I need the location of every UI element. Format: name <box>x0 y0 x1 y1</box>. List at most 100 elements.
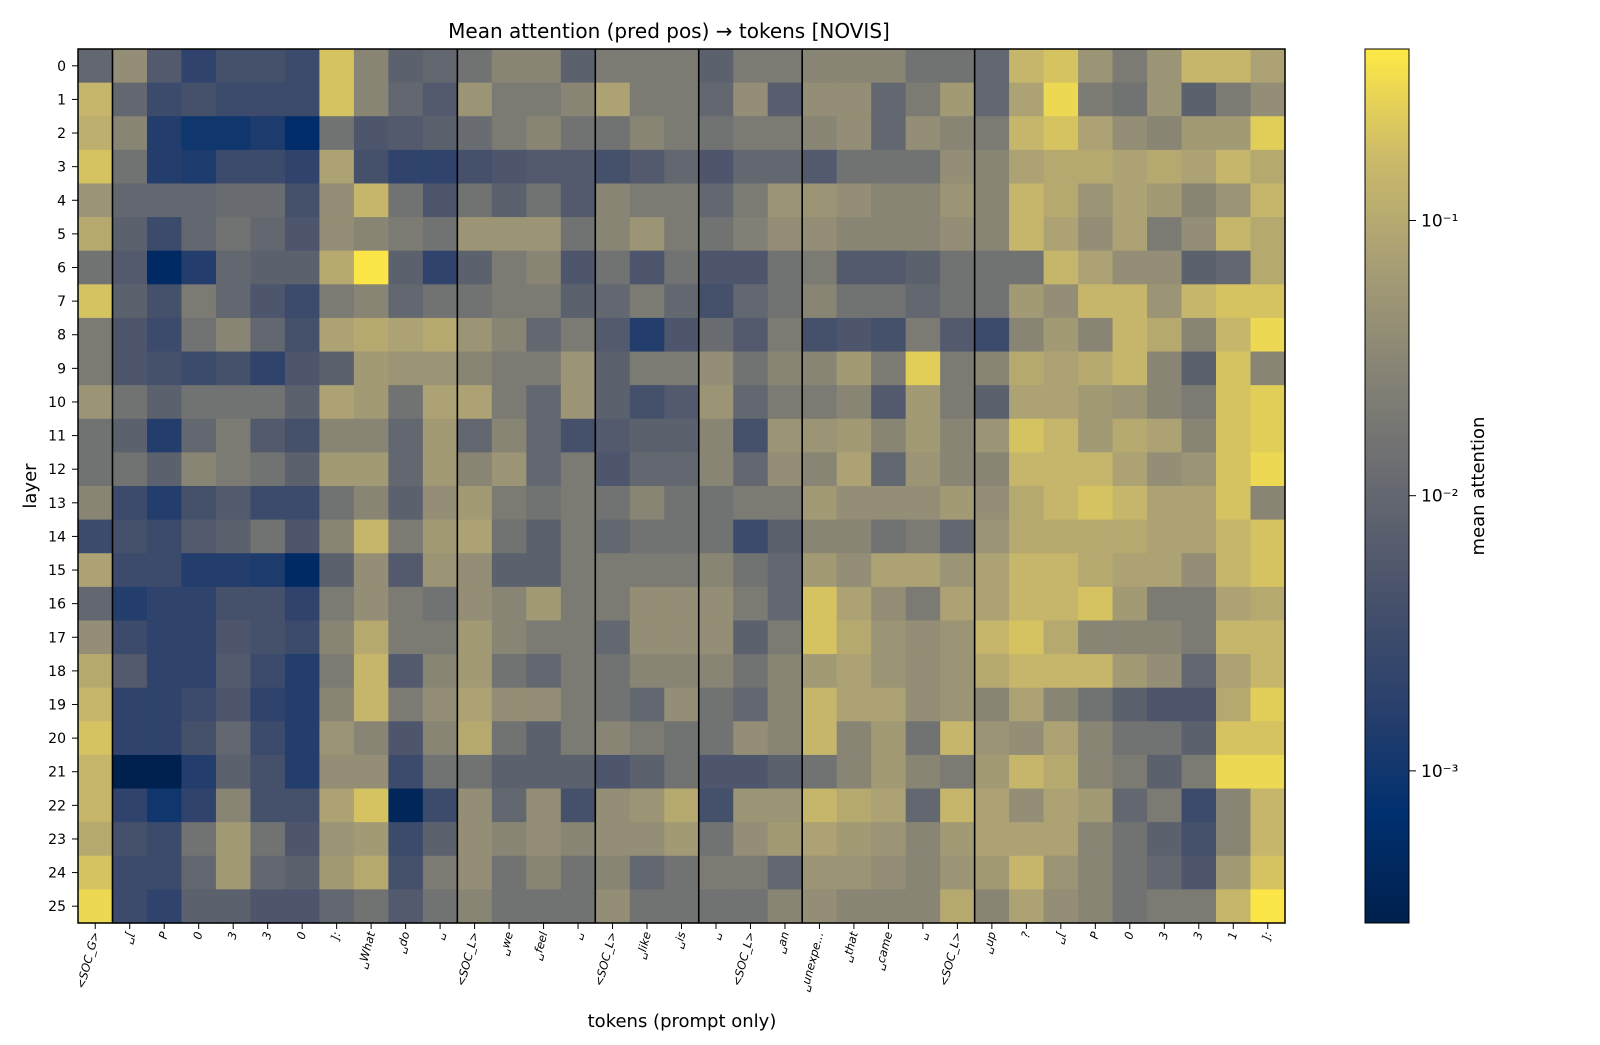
heatmap-cell <box>664 620 700 655</box>
heatmap-cell <box>388 452 424 487</box>
heatmap-cell <box>974 754 1010 790</box>
heatmap-cell <box>284 149 320 185</box>
heatmap-cell <box>1043 116 1079 151</box>
heatmap-cell <box>1147 654 1183 689</box>
y-tick-label: 18 <box>48 664 66 680</box>
heatmap-cell <box>491 586 527 622</box>
heatmap-cell <box>1009 654 1045 689</box>
heatmap-cell <box>422 788 458 823</box>
heatmap-cell <box>215 116 252 151</box>
heatmap-cell <box>250 620 286 655</box>
heatmap-cell <box>1216 519 1252 554</box>
heatmap-cell <box>457 654 493 689</box>
heatmap-cell <box>560 82 596 117</box>
heatmap-cell <box>526 788 562 823</box>
heatmap-cell <box>1009 250 1045 285</box>
heatmap-cell <box>146 284 183 319</box>
heatmap-cell <box>112 385 148 420</box>
heatmap-cell <box>526 721 562 756</box>
heatmap-cell <box>1147 519 1183 554</box>
heatmap-cell <box>250 317 286 353</box>
heatmap-cell <box>491 687 527 722</box>
heatmap-cell <box>353 855 389 890</box>
heatmap-cell <box>215 418 252 453</box>
heatmap-cell <box>1112 116 1148 151</box>
heatmap-cell <box>181 721 217 756</box>
heatmap-cell <box>353 82 389 117</box>
heatmap-cell <box>491 149 527 185</box>
heatmap-cell <box>1112 486 1148 521</box>
colorbar-tick-label: 10⁻¹ <box>1421 212 1458 232</box>
heatmap-cell <box>215 654 252 689</box>
heatmap-cell <box>595 452 631 487</box>
heatmap-cell <box>146 351 183 386</box>
heatmap-cell <box>1181 452 1217 487</box>
heatmap-cell <box>1009 284 1045 319</box>
heatmap-cell <box>767 418 803 453</box>
heatmap-cell <box>1250 553 1286 588</box>
heatmap-cell <box>112 49 148 84</box>
heatmap-cell <box>491 351 527 386</box>
heatmap-cell <box>526 217 562 252</box>
heatmap-cell <box>146 116 183 151</box>
heatmap-cell <box>595 654 631 689</box>
heatmap-cell <box>146 889 183 924</box>
heatmap-cell <box>905 385 941 420</box>
heatmap-cell <box>457 553 493 588</box>
heatmap-cell <box>457 822 493 857</box>
heatmap-cell <box>905 149 941 185</box>
heatmap-cell <box>215 855 252 890</box>
heatmap-cell <box>215 351 252 386</box>
heatmap-cell <box>146 317 183 353</box>
heatmap-cell <box>1216 721 1252 756</box>
heatmap-cell <box>319 788 355 823</box>
heatmap-cell <box>1181 822 1217 857</box>
heatmap-cell <box>319 855 355 890</box>
heatmap-cell <box>146 49 183 84</box>
heatmap-cell <box>1147 553 1183 588</box>
x-tick-label: 0 <box>190 930 205 941</box>
heatmap-cell <box>1043 317 1079 353</box>
heatmap-cell <box>78 452 114 487</box>
heatmap-cell <box>215 586 252 622</box>
heatmap-cell <box>905 822 941 857</box>
heatmap-cell <box>1181 250 1217 285</box>
heatmap-cell <box>629 553 665 588</box>
heatmap-cell <box>319 553 355 588</box>
heatmap-cell <box>388 284 424 319</box>
heatmap-cell <box>595 855 631 890</box>
heatmap-cell <box>215 889 252 924</box>
heatmap-cell <box>319 351 355 386</box>
heatmap-cell <box>802 284 838 319</box>
heatmap-cell <box>457 855 493 890</box>
heatmap-cell <box>733 788 769 823</box>
heatmap-cell <box>974 553 1010 588</box>
heatmap-cell <box>1216 654 1252 689</box>
heatmap-cell <box>871 553 907 588</box>
heatmap-cell <box>250 519 286 554</box>
heatmap-cell <box>181 519 217 554</box>
heatmap-cell <box>1216 418 1252 453</box>
y-tick-label: 6 <box>57 261 66 277</box>
heatmap-cell <box>457 519 493 554</box>
heatmap-cell <box>1250 385 1286 420</box>
heatmap-cell <box>1147 82 1183 117</box>
heatmap-cell <box>457 889 493 924</box>
heatmap-cell <box>733 721 769 756</box>
heatmap-cell <box>733 217 769 252</box>
heatmap-cell <box>1250 82 1286 117</box>
heatmap-cell <box>974 351 1010 386</box>
heatmap-cell <box>595 620 631 655</box>
y-axis-ticks: 0123456789101112131415161718192021222324… <box>48 59 78 915</box>
heatmap-cell <box>595 889 631 924</box>
heatmap-cell <box>353 486 389 521</box>
heatmap-cell <box>836 452 872 487</box>
heatmap-cell <box>215 217 252 252</box>
heatmap-cell <box>664 183 700 218</box>
heatmap-cell <box>1250 183 1286 218</box>
heatmap-cell <box>422 183 458 218</box>
heatmap-cell <box>905 486 941 521</box>
heatmap-cell <box>78 822 114 857</box>
heatmap-cell <box>388 183 424 218</box>
heatmap-cell <box>595 553 631 588</box>
